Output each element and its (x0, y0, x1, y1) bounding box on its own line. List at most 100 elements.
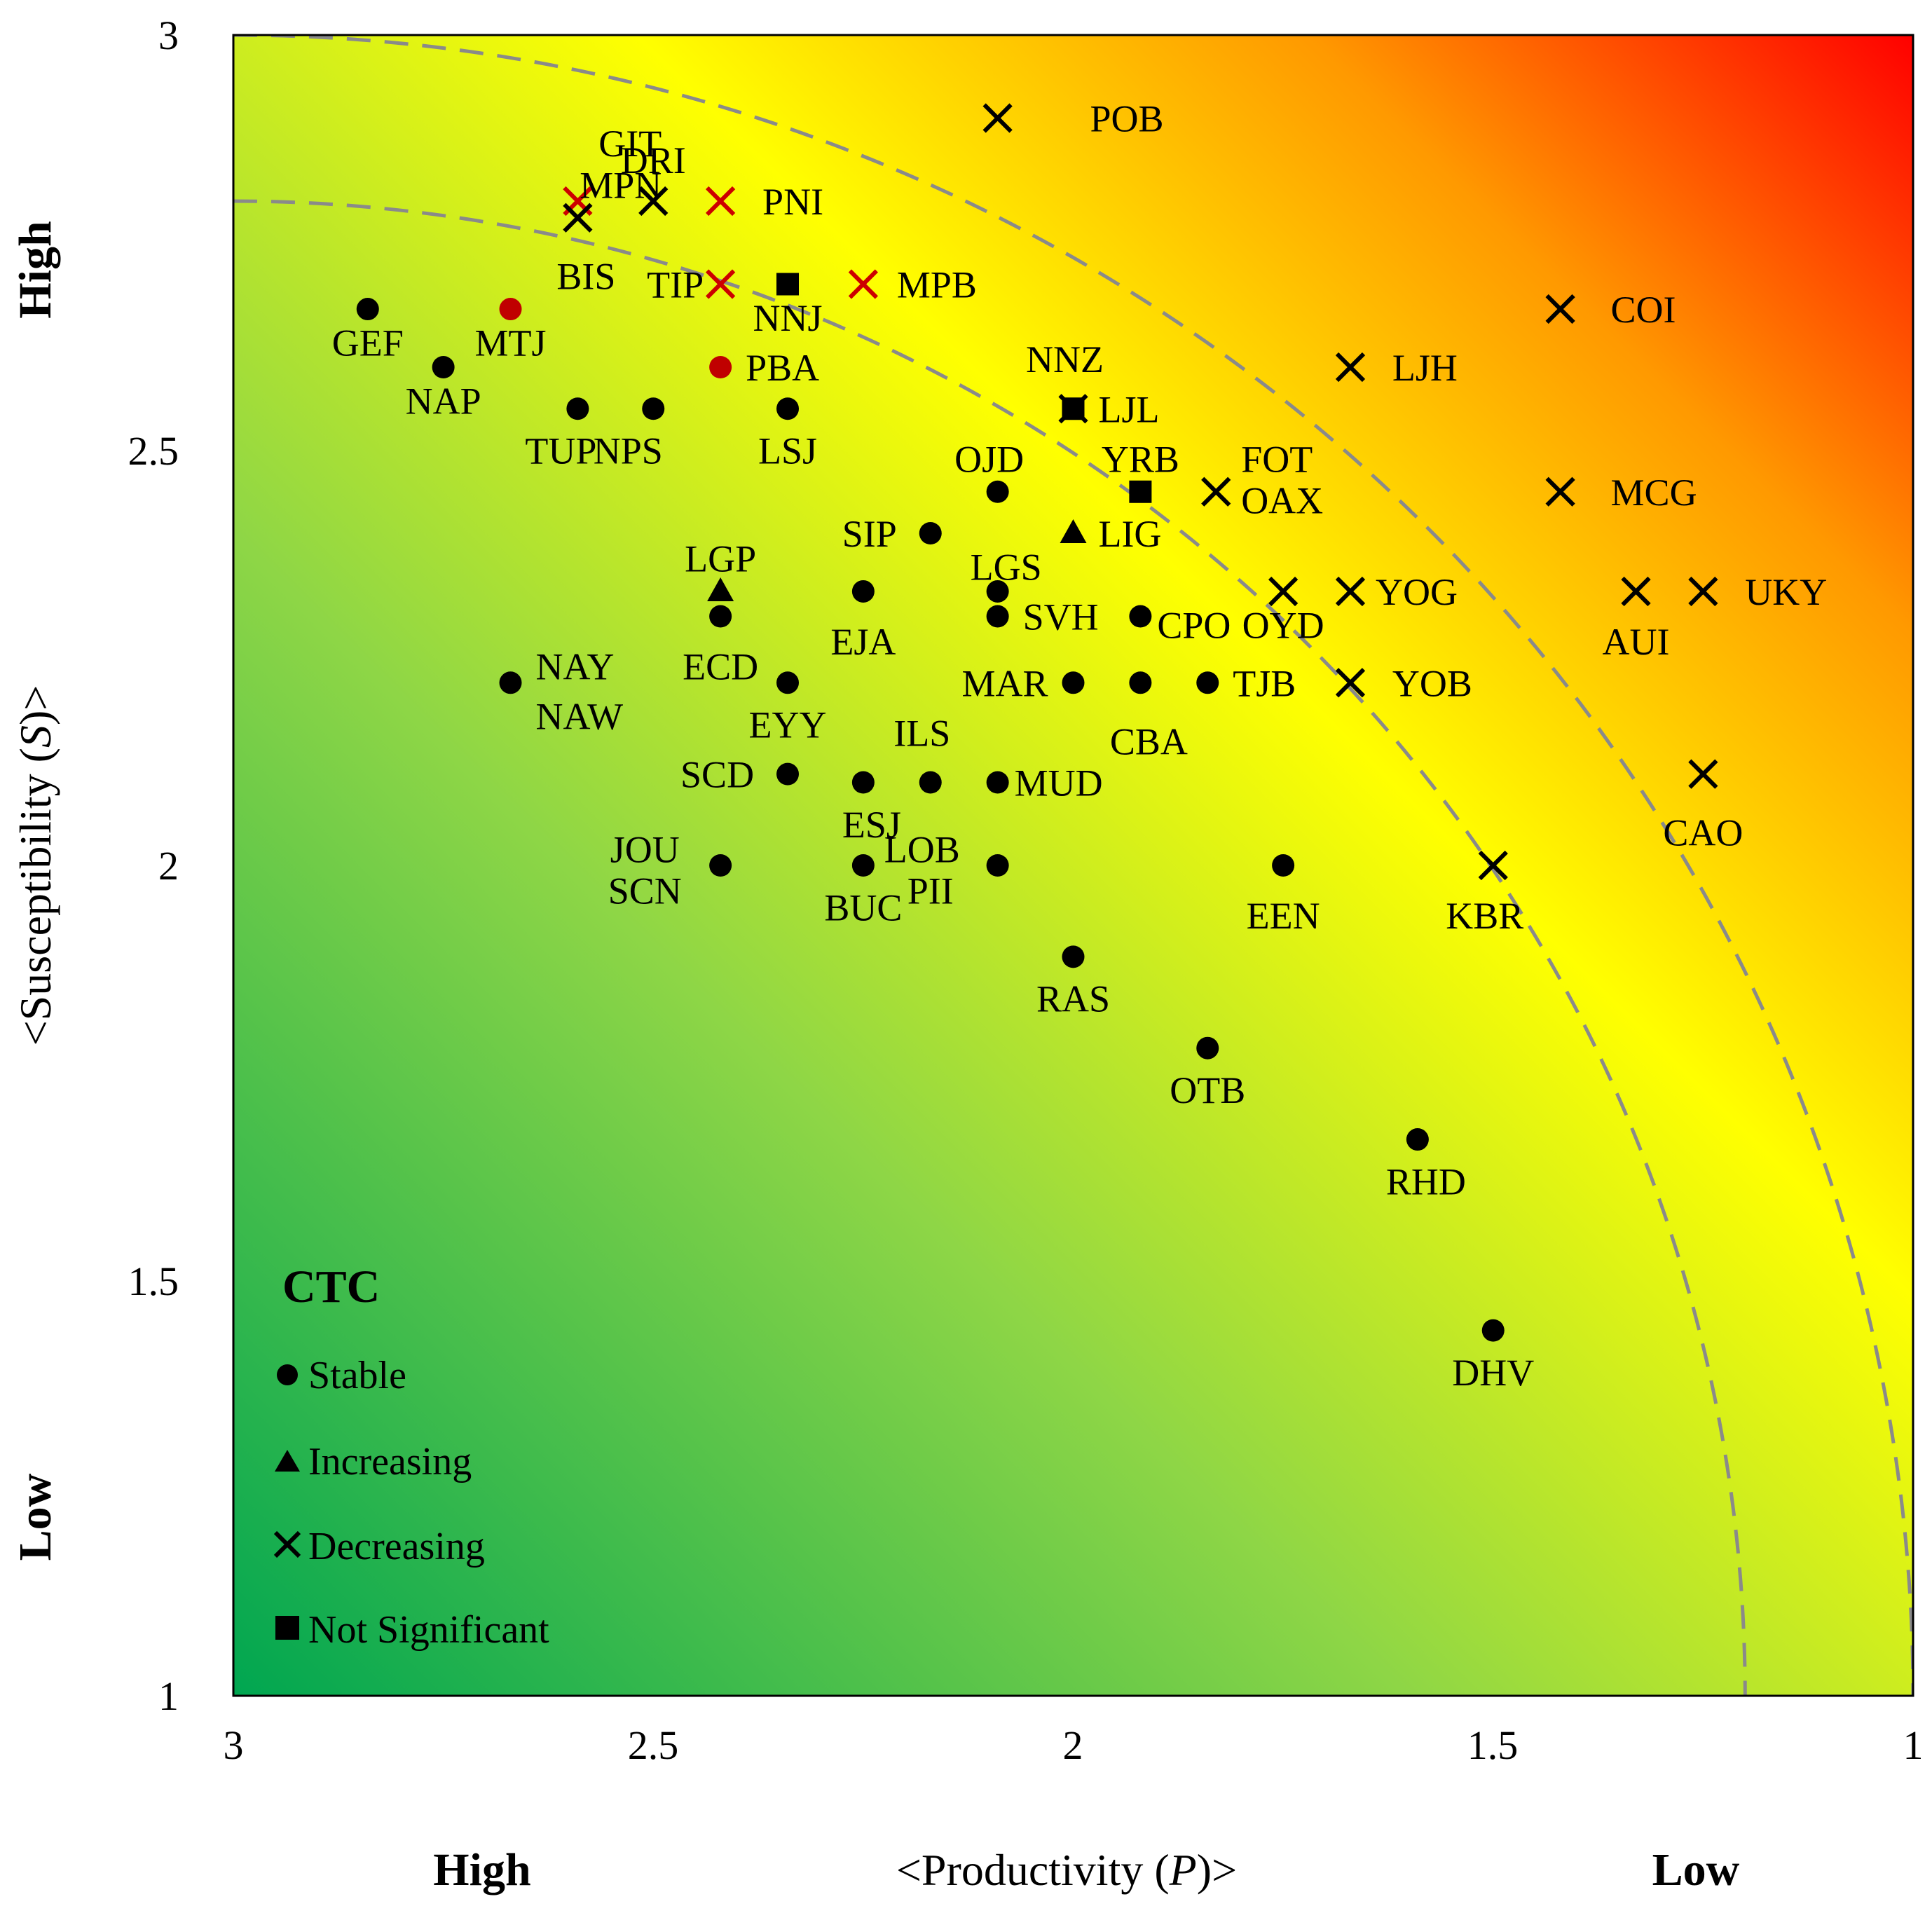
point-label-cpo: CPO (1157, 604, 1231, 646)
y-high-label: High (10, 221, 61, 318)
legend-marker-not-significant (275, 1616, 299, 1640)
point-label-sip: SIP (842, 513, 897, 555)
point-label-mpb: MPB (897, 264, 977, 306)
y-low-label: Low (10, 1473, 61, 1561)
x-axis-title: <Productivity (P)> (896, 1845, 1237, 1895)
point-label-uky: UKY (1745, 571, 1827, 613)
legend-label-decreasing: Decreasing (308, 1525, 485, 1568)
risk-threshold-arc-1 (233, 199, 1747, 1696)
point-label-rhd: RHD (1386, 1160, 1466, 1202)
point-marker-jou (709, 854, 732, 877)
point-label-mar: MAR (962, 662, 1048, 704)
point-label-dri: DRI (621, 139, 686, 181)
point-label-scn: SCN (608, 870, 682, 912)
point-label-lsj: LSJ (758, 430, 817, 472)
point-marker-coi (1545, 294, 1575, 324)
point-marker-lgp (707, 577, 734, 601)
legend-marker-decreasing (273, 1530, 301, 1558)
point-label-nap: NAP (406, 380, 481, 422)
point-label-jou: JOU (610, 828, 680, 870)
point-marker-cao (1688, 759, 1718, 789)
point-marker-nap (432, 356, 455, 378)
point-marker-lgs (986, 580, 1009, 603)
x-low-label: Low (1652, 1844, 1740, 1895)
point-marker-ecd (709, 605, 732, 628)
point-marker-cpo (1129, 605, 1152, 628)
x-axis-title-var: P (1169, 1845, 1197, 1895)
point-marker-yog (1335, 576, 1366, 607)
point-label-oyd: OYD (1242, 604, 1324, 646)
plot-frame (232, 34, 1914, 1697)
point-label-lig: LIG (1098, 513, 1161, 555)
point-label-yob: YOB (1392, 662, 1472, 704)
point-marker-ljh (1335, 352, 1366, 383)
point-marker-pob (982, 103, 1013, 133)
point-marker-sip (919, 522, 942, 544)
y-axis-title: <Susceptibility (S)> (11, 685, 60, 1046)
point-label-gef: GEF (332, 322, 404, 364)
point-label-aui: AUI (1603, 621, 1670, 663)
point-label-buc: BUC (824, 886, 902, 928)
x-tick-label: 3 (224, 1722, 244, 1768)
point-label-eyy: EYY (749, 704, 827, 746)
legend-marker-stable (277, 1364, 298, 1385)
point-marker-yrb (1129, 480, 1152, 503)
x-axis-title-suffix: )> (1197, 1845, 1237, 1895)
point-label-nnj: NNJ (753, 297, 823, 339)
point-marker-lsj (776, 397, 800, 420)
point-marker-lig (1060, 519, 1087, 543)
point-marker-gef (356, 298, 379, 321)
point-label-tjb: TJB (1233, 662, 1296, 704)
legend: CTC Stable Increasing Decreasing Not Sig… (273, 1261, 549, 1652)
point-label-fot: FOT (1241, 438, 1313, 480)
point-label-git: GIT (598, 123, 662, 165)
point-marker-mud (986, 771, 1009, 794)
x-tick-label: 1.5 (1467, 1722, 1519, 1768)
point-label-naw: NAW (535, 696, 623, 738)
risk-arcs (233, 35, 1913, 1696)
point-label-otb: OTB (1170, 1069, 1245, 1111)
point-marker-kbr (1478, 850, 1508, 881)
point-marker-een (1272, 854, 1295, 877)
point-label-mcg: MCG (1611, 472, 1697, 514)
point-label-cao: CAO (1663, 812, 1743, 854)
point-marker-nps (642, 397, 665, 420)
x-tick-label: 1 (1903, 1722, 1924, 1768)
legend-title: CTC (282, 1261, 380, 1312)
point-label-cba: CBA (1110, 720, 1188, 762)
point-label-coi: COI (1611, 289, 1676, 331)
y-axis-ticks: 1 1.5 2 2.5 3 (128, 13, 179, 1719)
point-label-esj: ESJ (842, 804, 901, 846)
point-label-pni: PNI (762, 181, 823, 223)
point-marker-mpb (848, 269, 878, 299)
point-label-ojd: OJD (954, 438, 1024, 480)
point-label-yog: YOG (1376, 571, 1458, 613)
point-label-bis: BIS (556, 256, 615, 298)
point-label-oax: OAX (1241, 480, 1323, 522)
plot-background (233, 35, 1913, 1696)
point-marker-pba (709, 356, 732, 378)
legend-label-increasing: Increasing (308, 1440, 472, 1483)
legend-marker-increasing (275, 1450, 300, 1472)
point-marker-eyy (776, 671, 800, 694)
point-label-scd: SCD (680, 754, 754, 796)
y-tick-label: 1 (158, 1673, 179, 1719)
point-marker-yob (1335, 668, 1366, 698)
point-label-kbr: KBR (1446, 895, 1523, 937)
point-marker-mtj (499, 298, 522, 321)
legend-label-not-significant: Not Significant (308, 1608, 549, 1652)
point-marker-mar (1062, 671, 1085, 694)
x-axis-title-prefix: <Productivity ( (896, 1845, 1170, 1895)
point-marker-eja (851, 580, 875, 603)
point-label-svh: SVH (1023, 596, 1099, 638)
point-label-tip: TIP (647, 264, 704, 306)
point-marker-mcg (1545, 476, 1575, 507)
point-marker-nay (499, 671, 522, 694)
point-marker-tup (566, 397, 589, 420)
point-label-lob: LOB (884, 828, 960, 870)
point-marker-scd (776, 762, 800, 786)
x-tick-label: 2.5 (628, 1722, 679, 1768)
point-marker-esj (851, 771, 875, 794)
point-marker-fot (1201, 476, 1231, 507)
